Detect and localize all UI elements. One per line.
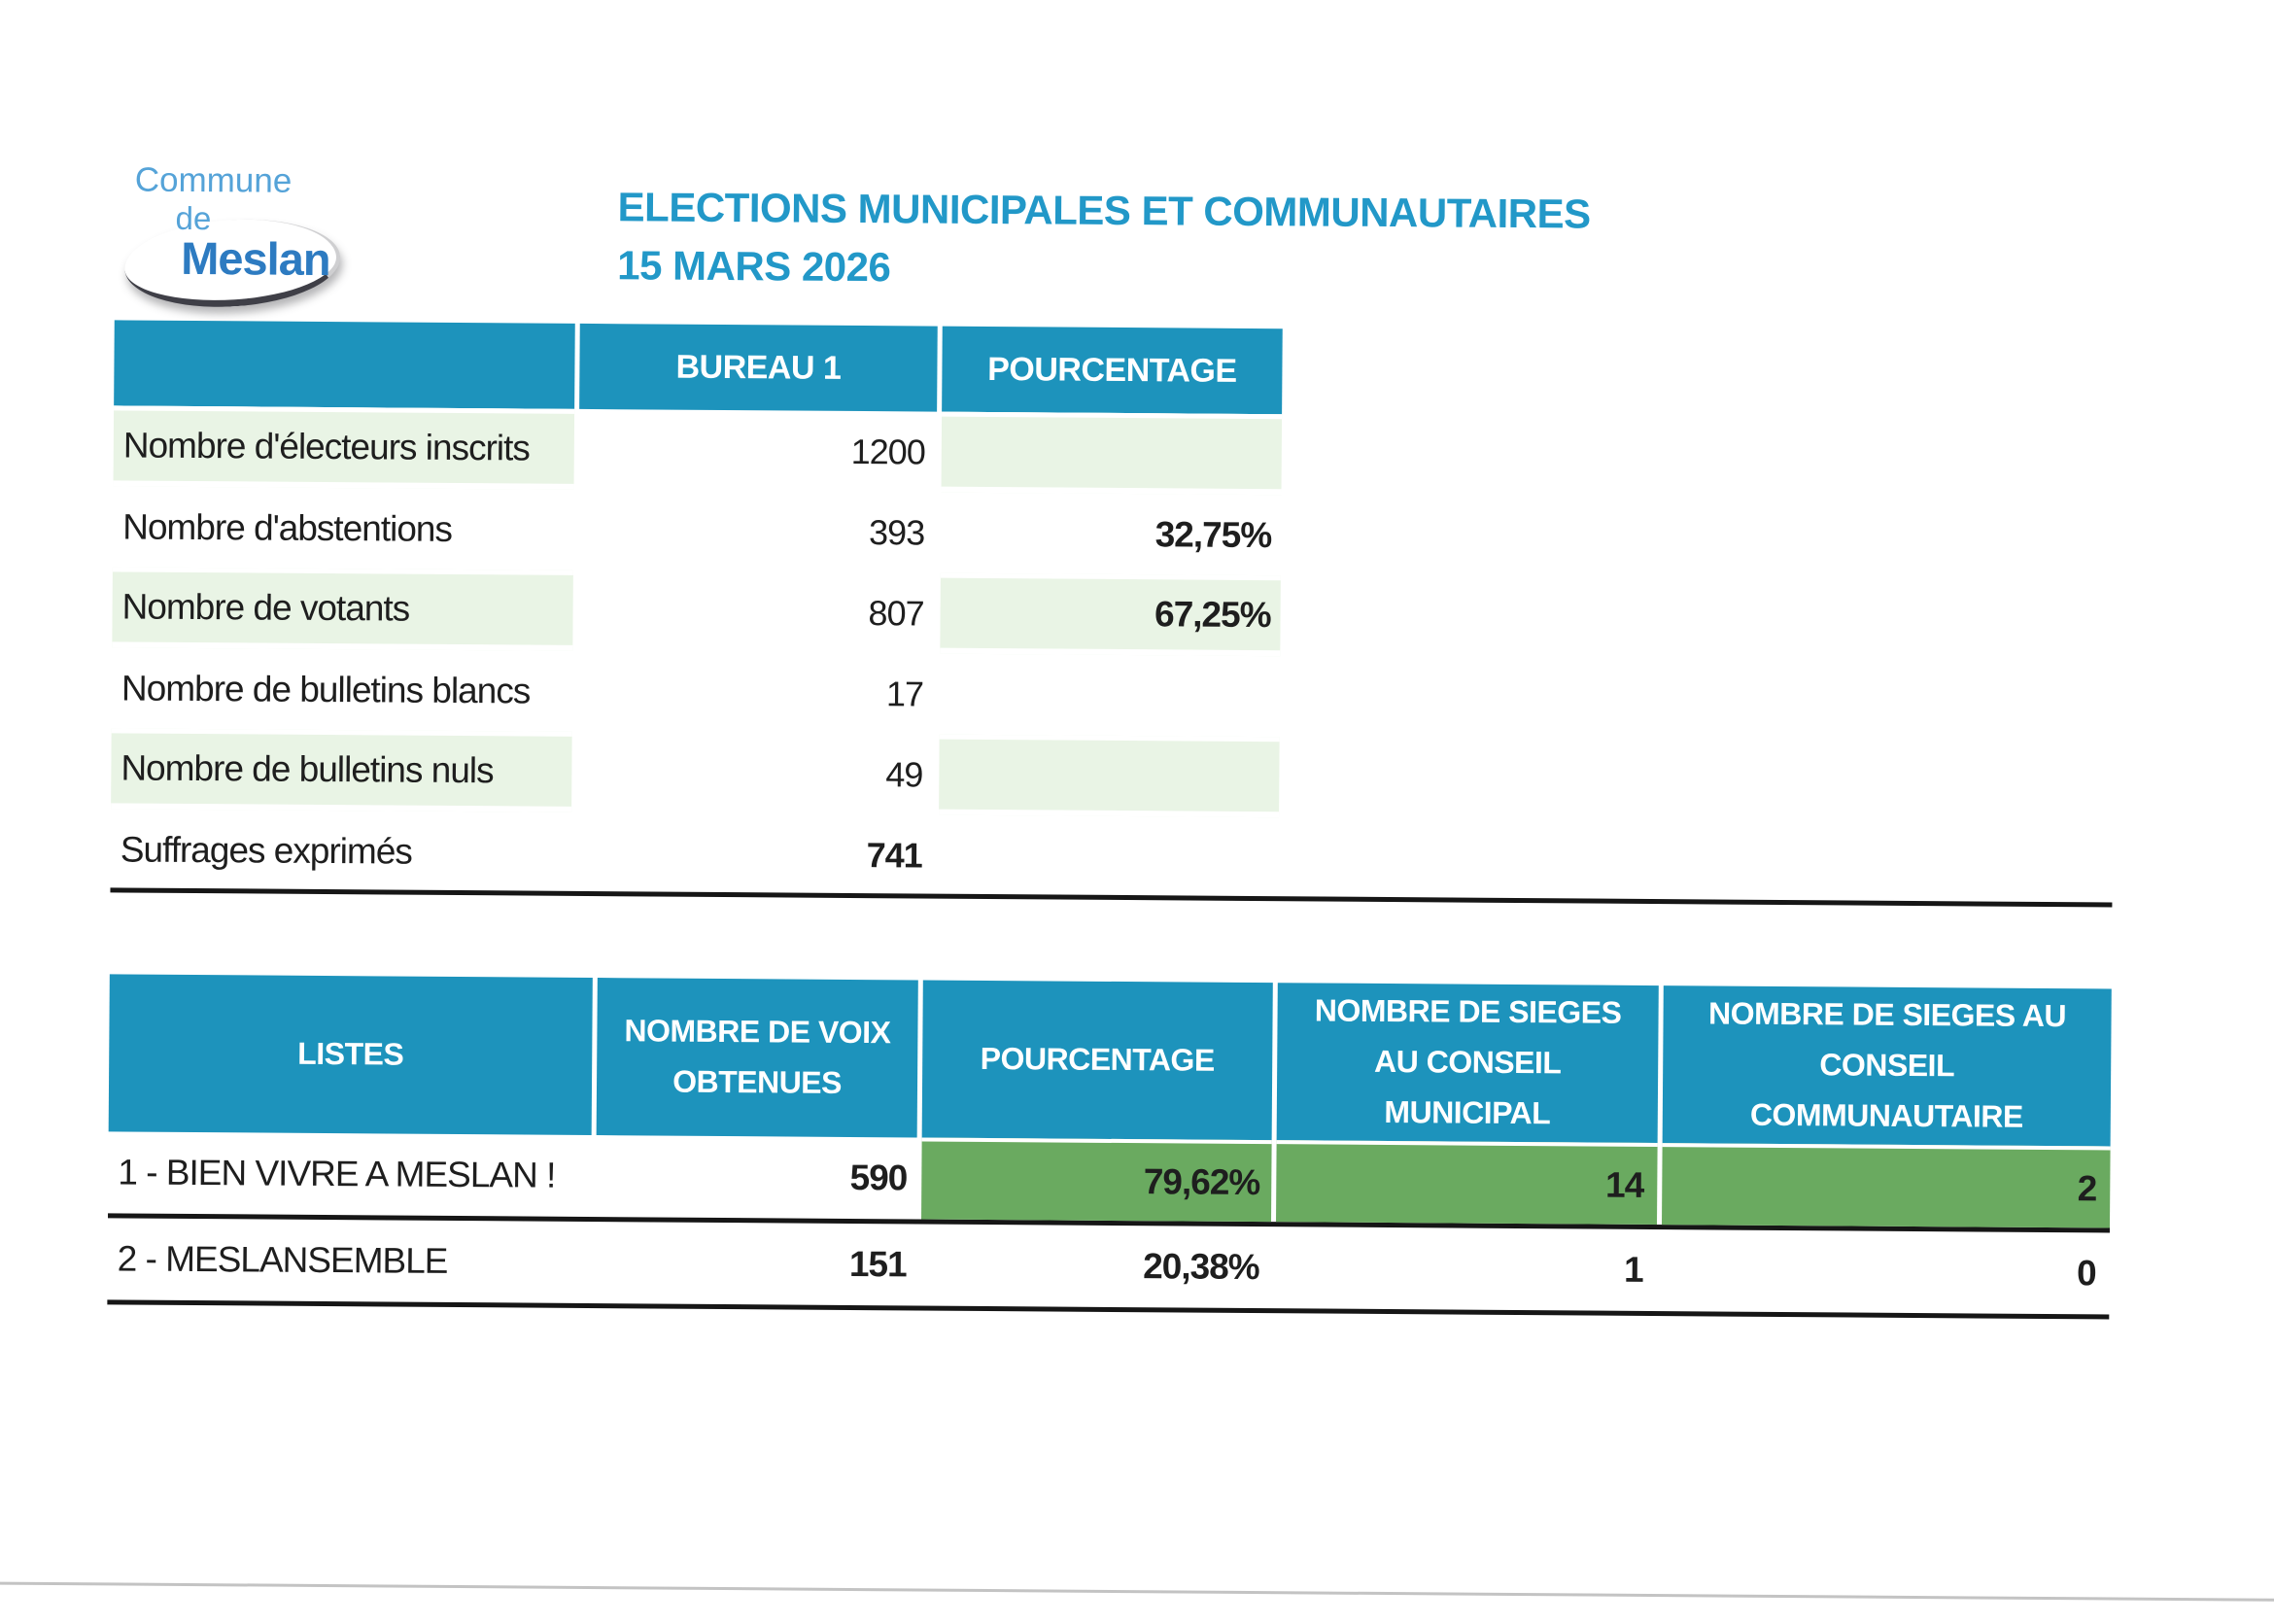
summary-row-pct: 32,75% xyxy=(1154,513,1272,555)
summary-header-empty xyxy=(114,320,575,409)
summary-row-label: Nombre d'électeurs inscrits xyxy=(113,405,575,490)
summary-row-pct xyxy=(940,654,1281,738)
logo-text-commune: Commune xyxy=(134,160,293,200)
title-line-2: 15 MARS 2026 xyxy=(617,242,891,291)
results-header-sieges-municipal: NOMBRE DE SIEGES AU CONSEIL MUNICIPAL xyxy=(1276,983,1659,1144)
table-row: 2 - MESLANSEMBLE 151 20,38% 1 0 xyxy=(107,1218,2110,1320)
summary-header-row: BUREAU 1 POURCENTAGE xyxy=(114,320,1283,415)
table-row: Nombre d'électeurs inscrits 1200 xyxy=(113,405,1283,496)
summary-row-value: 49 xyxy=(885,753,923,795)
results-row-votes: 590 xyxy=(849,1157,908,1198)
commune-logo: Commune de Meslan xyxy=(117,153,370,320)
results-header-voix: NOMBRE DE VOIX OBTENUES xyxy=(596,978,918,1138)
summary-row-value: 1200 xyxy=(850,431,925,472)
table-row: Nombre d'abstentions 393 32,75% xyxy=(113,486,1282,575)
summary-row-label: Nombre d'abstentions xyxy=(122,505,453,549)
summary-row-label: Nombre de bulletins nuls xyxy=(111,728,572,812)
summary-row-pct: 67,25% xyxy=(940,572,1281,657)
summary-row-label: Nombre de bulletins blancs xyxy=(121,667,531,711)
results-header-row: LISTES NOMBRE DE VOIX OBTENUES POURCENTA… xyxy=(108,974,2112,1147)
summary-row-value: 741 xyxy=(866,834,922,876)
summary-row-value: 17 xyxy=(885,673,924,714)
summary-table: BUREAU 1 POURCENTAGE Nombre d'électeurs … xyxy=(110,320,1283,898)
summary-row-label: Suffrages exprimés xyxy=(120,828,413,872)
results-header-sieges-communautaire: NOMBRE DE SIEGES AU CONSEIL COMMUNAUTAIR… xyxy=(1662,985,2112,1147)
results-row-label: 1 - BIEN VIVRE A MESLAN ! xyxy=(118,1152,556,1195)
results-row-seats-communautaire: 2 xyxy=(1662,1143,2111,1228)
title-line-1: ELECTIONS MUNICIPALES ET COMMUNAUTAIRES xyxy=(617,184,1591,237)
results-row-pct: 79,62% xyxy=(921,1137,1272,1223)
summary-header-bureau1: BUREAU 1 xyxy=(579,323,938,412)
table-row: 1 - BIEN VIVRE A MESLAN ! 590 79,62% 14 … xyxy=(108,1131,2111,1233)
results-table: LISTES NOMBRE DE VOIX OBTENUES POURCENTA… xyxy=(107,974,2112,1320)
summary-row-value: 807 xyxy=(868,592,924,634)
paper-edge-line xyxy=(0,1581,2274,1604)
results-row-pct: 20,38% xyxy=(1143,1246,1259,1288)
results-row-seats-municipal: 1 xyxy=(1623,1249,1643,1290)
results-header-pourcentage: POURCENTAGE xyxy=(921,980,1273,1141)
logo-text-meslan: Meslan xyxy=(181,231,330,286)
summary-row-pct xyxy=(939,734,1280,818)
document-title: ELECTIONS MUNICIPALES ET COMMUNAUTAIRES … xyxy=(617,178,1591,301)
summary-row-pct xyxy=(938,815,1279,899)
summary-row-label: Nombre de votants xyxy=(112,567,573,651)
results-header-listes: LISTES xyxy=(108,974,593,1136)
results-row-votes: 151 xyxy=(848,1243,907,1285)
table-row: Suffrages exprimés 741 xyxy=(110,809,1279,898)
summary-row-value: 393 xyxy=(868,511,925,553)
table-row: Nombre de votants 807 67,25% xyxy=(112,567,1281,657)
summary-header-pourcentage: POURCENTAGE xyxy=(942,326,1283,415)
results-row-seats-municipal: 14 xyxy=(1276,1140,1658,1226)
table-row: Nombre de bulletins blancs 17 xyxy=(112,647,1281,737)
results-row-seats-communautaire: 0 xyxy=(2076,1253,2096,1294)
table-row: Nombre de bulletins nuls 49 xyxy=(111,728,1280,818)
summary-row-pct xyxy=(941,411,1283,496)
results-row-label: 2 - MESLANSEMBLE xyxy=(117,1238,448,1281)
